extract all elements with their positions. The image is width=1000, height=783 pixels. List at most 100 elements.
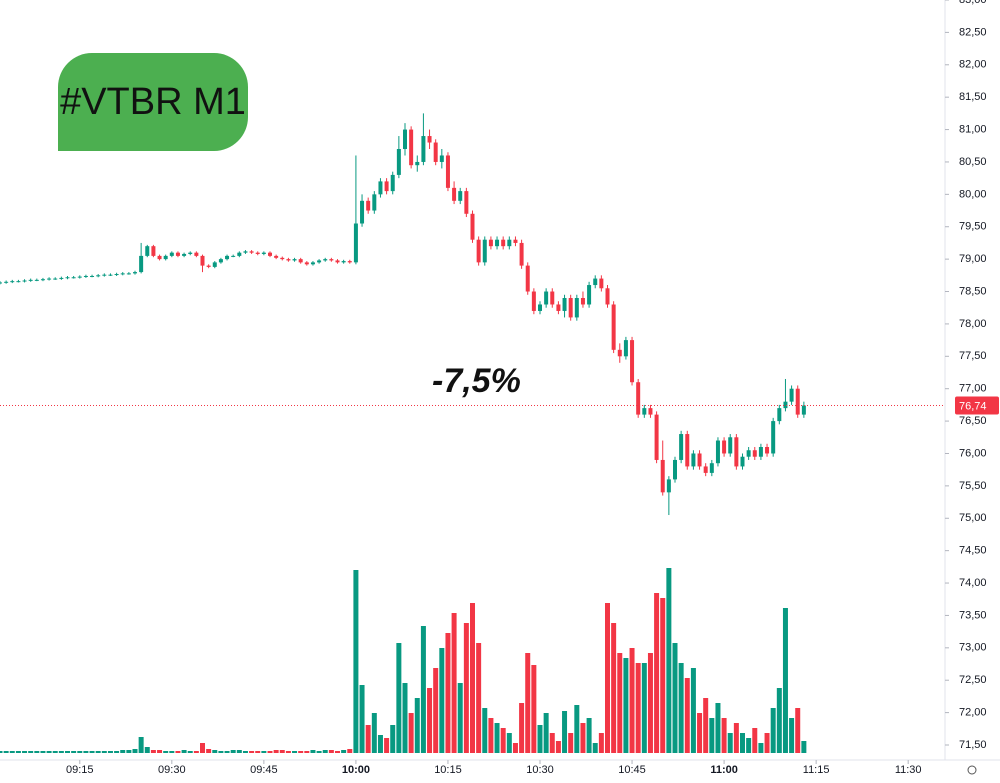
candle-body [709, 463, 714, 473]
x-tick-label: 11:15 [803, 764, 830, 776]
volume-bar [371, 713, 377, 753]
volume-bar [58, 751, 64, 753]
y-tick-label: 80,00 [959, 188, 987, 200]
candle-body [169, 252, 174, 256]
volume-bar [273, 750, 279, 753]
candle-body [568, 298, 573, 318]
volume-bar [537, 725, 543, 753]
volume-bar [193, 751, 199, 753]
last-price-box [955, 396, 999, 415]
volume-bar [138, 737, 144, 753]
candle-body [40, 279, 45, 281]
volume-bar [555, 741, 561, 753]
candle-body [22, 280, 27, 282]
volume-bar [641, 663, 647, 753]
volume-bar [654, 593, 660, 753]
candle-body [310, 262, 315, 265]
volume-bar [770, 708, 776, 753]
candle-body [605, 288, 610, 305]
volume-bar [697, 713, 703, 753]
candle-body [464, 191, 469, 214]
candle-body [758, 447, 763, 457]
y-tick-label: 80,50 [959, 156, 987, 168]
candle-body [623, 340, 628, 357]
volume-bar [89, 751, 95, 753]
y-tick-label: 73,00 [959, 642, 987, 654]
candle-body [476, 239, 481, 263]
volume-bar [433, 668, 439, 753]
volume-bar [347, 749, 353, 753]
candle-body [16, 281, 21, 283]
settings-icon[interactable] [967, 765, 977, 775]
volume-bar [365, 725, 371, 753]
volume-bar [267, 751, 273, 753]
candle-body [304, 262, 309, 265]
candle-body [728, 437, 733, 454]
candle-body [102, 274, 107, 276]
last-price-label: 76,74 [959, 400, 987, 412]
candle-body [243, 251, 248, 253]
candle-body [0, 282, 2, 284]
volume-bar [377, 735, 383, 753]
x-tick-label: 09:15 [66, 764, 94, 776]
candle-body [531, 291, 536, 311]
volume-bar [107, 751, 113, 753]
volume-bar [727, 733, 733, 753]
volume-bar [163, 751, 169, 753]
candle-body [353, 223, 358, 263]
volume-bar [46, 751, 52, 753]
candle-body [580, 298, 585, 305]
candle-body [519, 242, 524, 266]
volume-bar [390, 725, 396, 753]
volume-bar [218, 751, 224, 753]
candle-body [126, 273, 131, 275]
volume-bar [623, 658, 629, 753]
x-tick-label: 10:15 [434, 764, 462, 776]
candle-body [642, 408, 647, 415]
candle-body [660, 459, 665, 493]
x-tick-label: 11:00 [710, 764, 738, 776]
y-tick-label: 79,00 [959, 253, 987, 265]
candle-body [139, 255, 144, 273]
volume-bar [746, 738, 752, 753]
volume-bar [795, 708, 801, 753]
volume-bar [157, 750, 163, 753]
candle-body [212, 262, 217, 267]
candle-body [673, 459, 677, 480]
volume-bar [549, 733, 555, 753]
candle-body [691, 453, 696, 467]
candle-body [740, 456, 745, 467]
x-tick-label: 10:00 [342, 764, 370, 776]
candle-body [746, 450, 751, 457]
volume-bar [703, 698, 709, 753]
candle-body [734, 437, 739, 467]
candle-body [765, 447, 770, 454]
candle-body [513, 239, 518, 243]
volume-bar [335, 751, 340, 753]
candle-body [77, 276, 82, 278]
candle-body [771, 421, 776, 454]
y-tick-label: 72,50 [959, 674, 987, 686]
candle-body [151, 246, 156, 256]
candle-body [34, 279, 39, 281]
volume-bar [678, 663, 684, 753]
candle-body [182, 253, 187, 256]
volume-bar [224, 751, 230, 753]
candle-body [593, 278, 598, 286]
candle-body [83, 275, 88, 277]
volume-bar [709, 718, 715, 753]
candle-body [409, 129, 414, 166]
plot-area [0, 113, 807, 753]
candle-body [415, 161, 420, 166]
volume-bar [451, 613, 457, 753]
candle-body [335, 260, 340, 263]
volume-bar [34, 751, 40, 753]
y-tick-label: 73,50 [959, 609, 987, 621]
candle-body [133, 272, 137, 274]
candle-body [574, 298, 579, 318]
volume-bar [660, 598, 666, 753]
candle-body [801, 405, 806, 415]
candle-body [280, 257, 285, 260]
candle-body [636, 382, 641, 415]
